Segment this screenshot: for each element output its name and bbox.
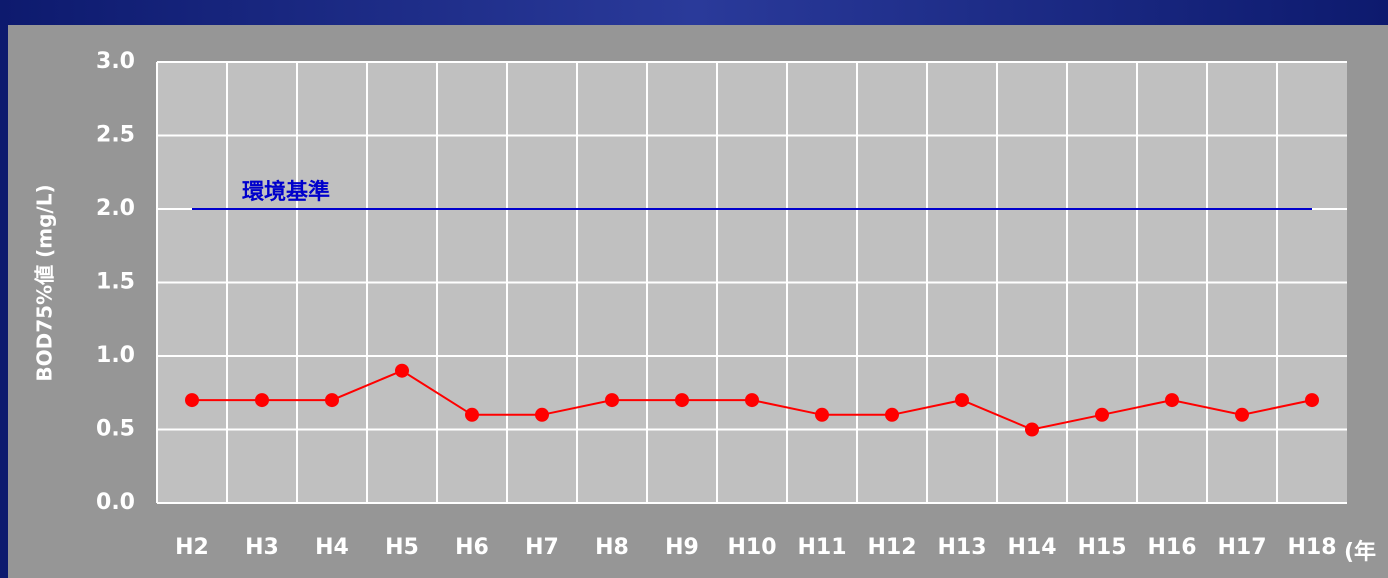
x-tick-label: H12 (867, 535, 916, 560)
x-tick-label: H15 (1077, 535, 1126, 560)
x-tick-label: H10 (727, 535, 776, 560)
x-tick-label: H9 (665, 535, 699, 560)
x-axis-label: (年 (1344, 539, 1376, 565)
data-point (185, 393, 199, 408)
data-point (885, 407, 899, 422)
data-point (465, 407, 479, 422)
y-tick-label: 1.0 (96, 343, 135, 368)
y-tick-label: 2.0 (96, 196, 135, 221)
x-tick-label: H16 (1147, 535, 1196, 560)
data-point (1305, 393, 1319, 408)
x-tick-label: H13 (937, 535, 986, 560)
data-point (1095, 407, 1109, 422)
data-point (535, 407, 549, 422)
y-tick-label: 2.5 (96, 123, 135, 148)
x-tick-label: H18 (1287, 535, 1336, 560)
reference-label: 環境基準 (242, 179, 330, 205)
data-point (255, 393, 269, 408)
x-tick-label: H11 (797, 535, 846, 560)
y-tick-label: 1.5 (96, 270, 135, 295)
x-tick-label: H5 (385, 535, 419, 560)
y-axis-label: BOD75%値 (mg/L) (33, 184, 57, 381)
y-tick-label: 3.0 (96, 49, 135, 74)
y-tick-label: 0.0 (96, 490, 135, 515)
data-point (815, 407, 829, 422)
data-point (1025, 422, 1039, 437)
data-point (1165, 393, 1179, 408)
x-tick-label: H4 (315, 535, 349, 560)
x-tick-label: H17 (1217, 535, 1266, 560)
x-tick-label: H3 (245, 535, 279, 560)
y-tick-label: 0.5 (96, 417, 135, 442)
data-point (395, 363, 409, 378)
data-point (1235, 407, 1249, 422)
data-point (605, 393, 619, 408)
x-tick-label: H7 (525, 535, 559, 560)
x-tick-label: H14 (1007, 535, 1056, 560)
data-point (745, 393, 759, 408)
x-tick-label: H6 (455, 535, 489, 560)
data-point (675, 393, 689, 408)
x-tick-label: H2 (175, 535, 209, 560)
data-point (955, 393, 969, 408)
x-tick-label: H8 (595, 535, 629, 560)
data-point (325, 393, 339, 408)
